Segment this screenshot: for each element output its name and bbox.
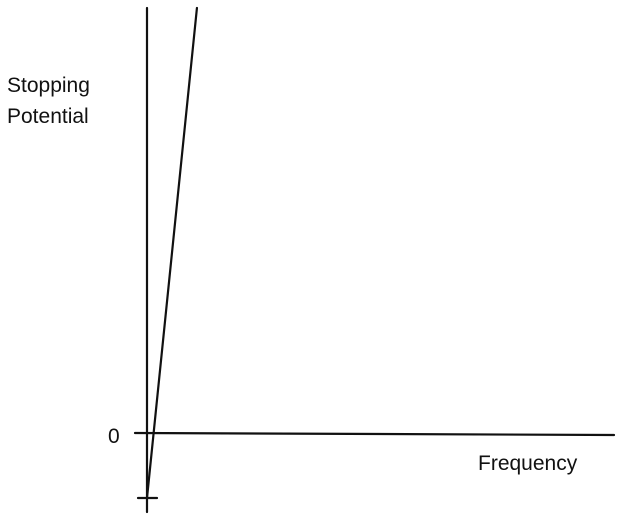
y-axis-label-line-1: Stopping [7,74,90,97]
series-line [145,6,199,500]
y-axis-label-line-2: Potential [7,105,89,128]
x-axis [133,431,616,437]
y-tick-label-zero: 0 [108,425,120,448]
x-axis-label: Frequency [478,452,578,475]
